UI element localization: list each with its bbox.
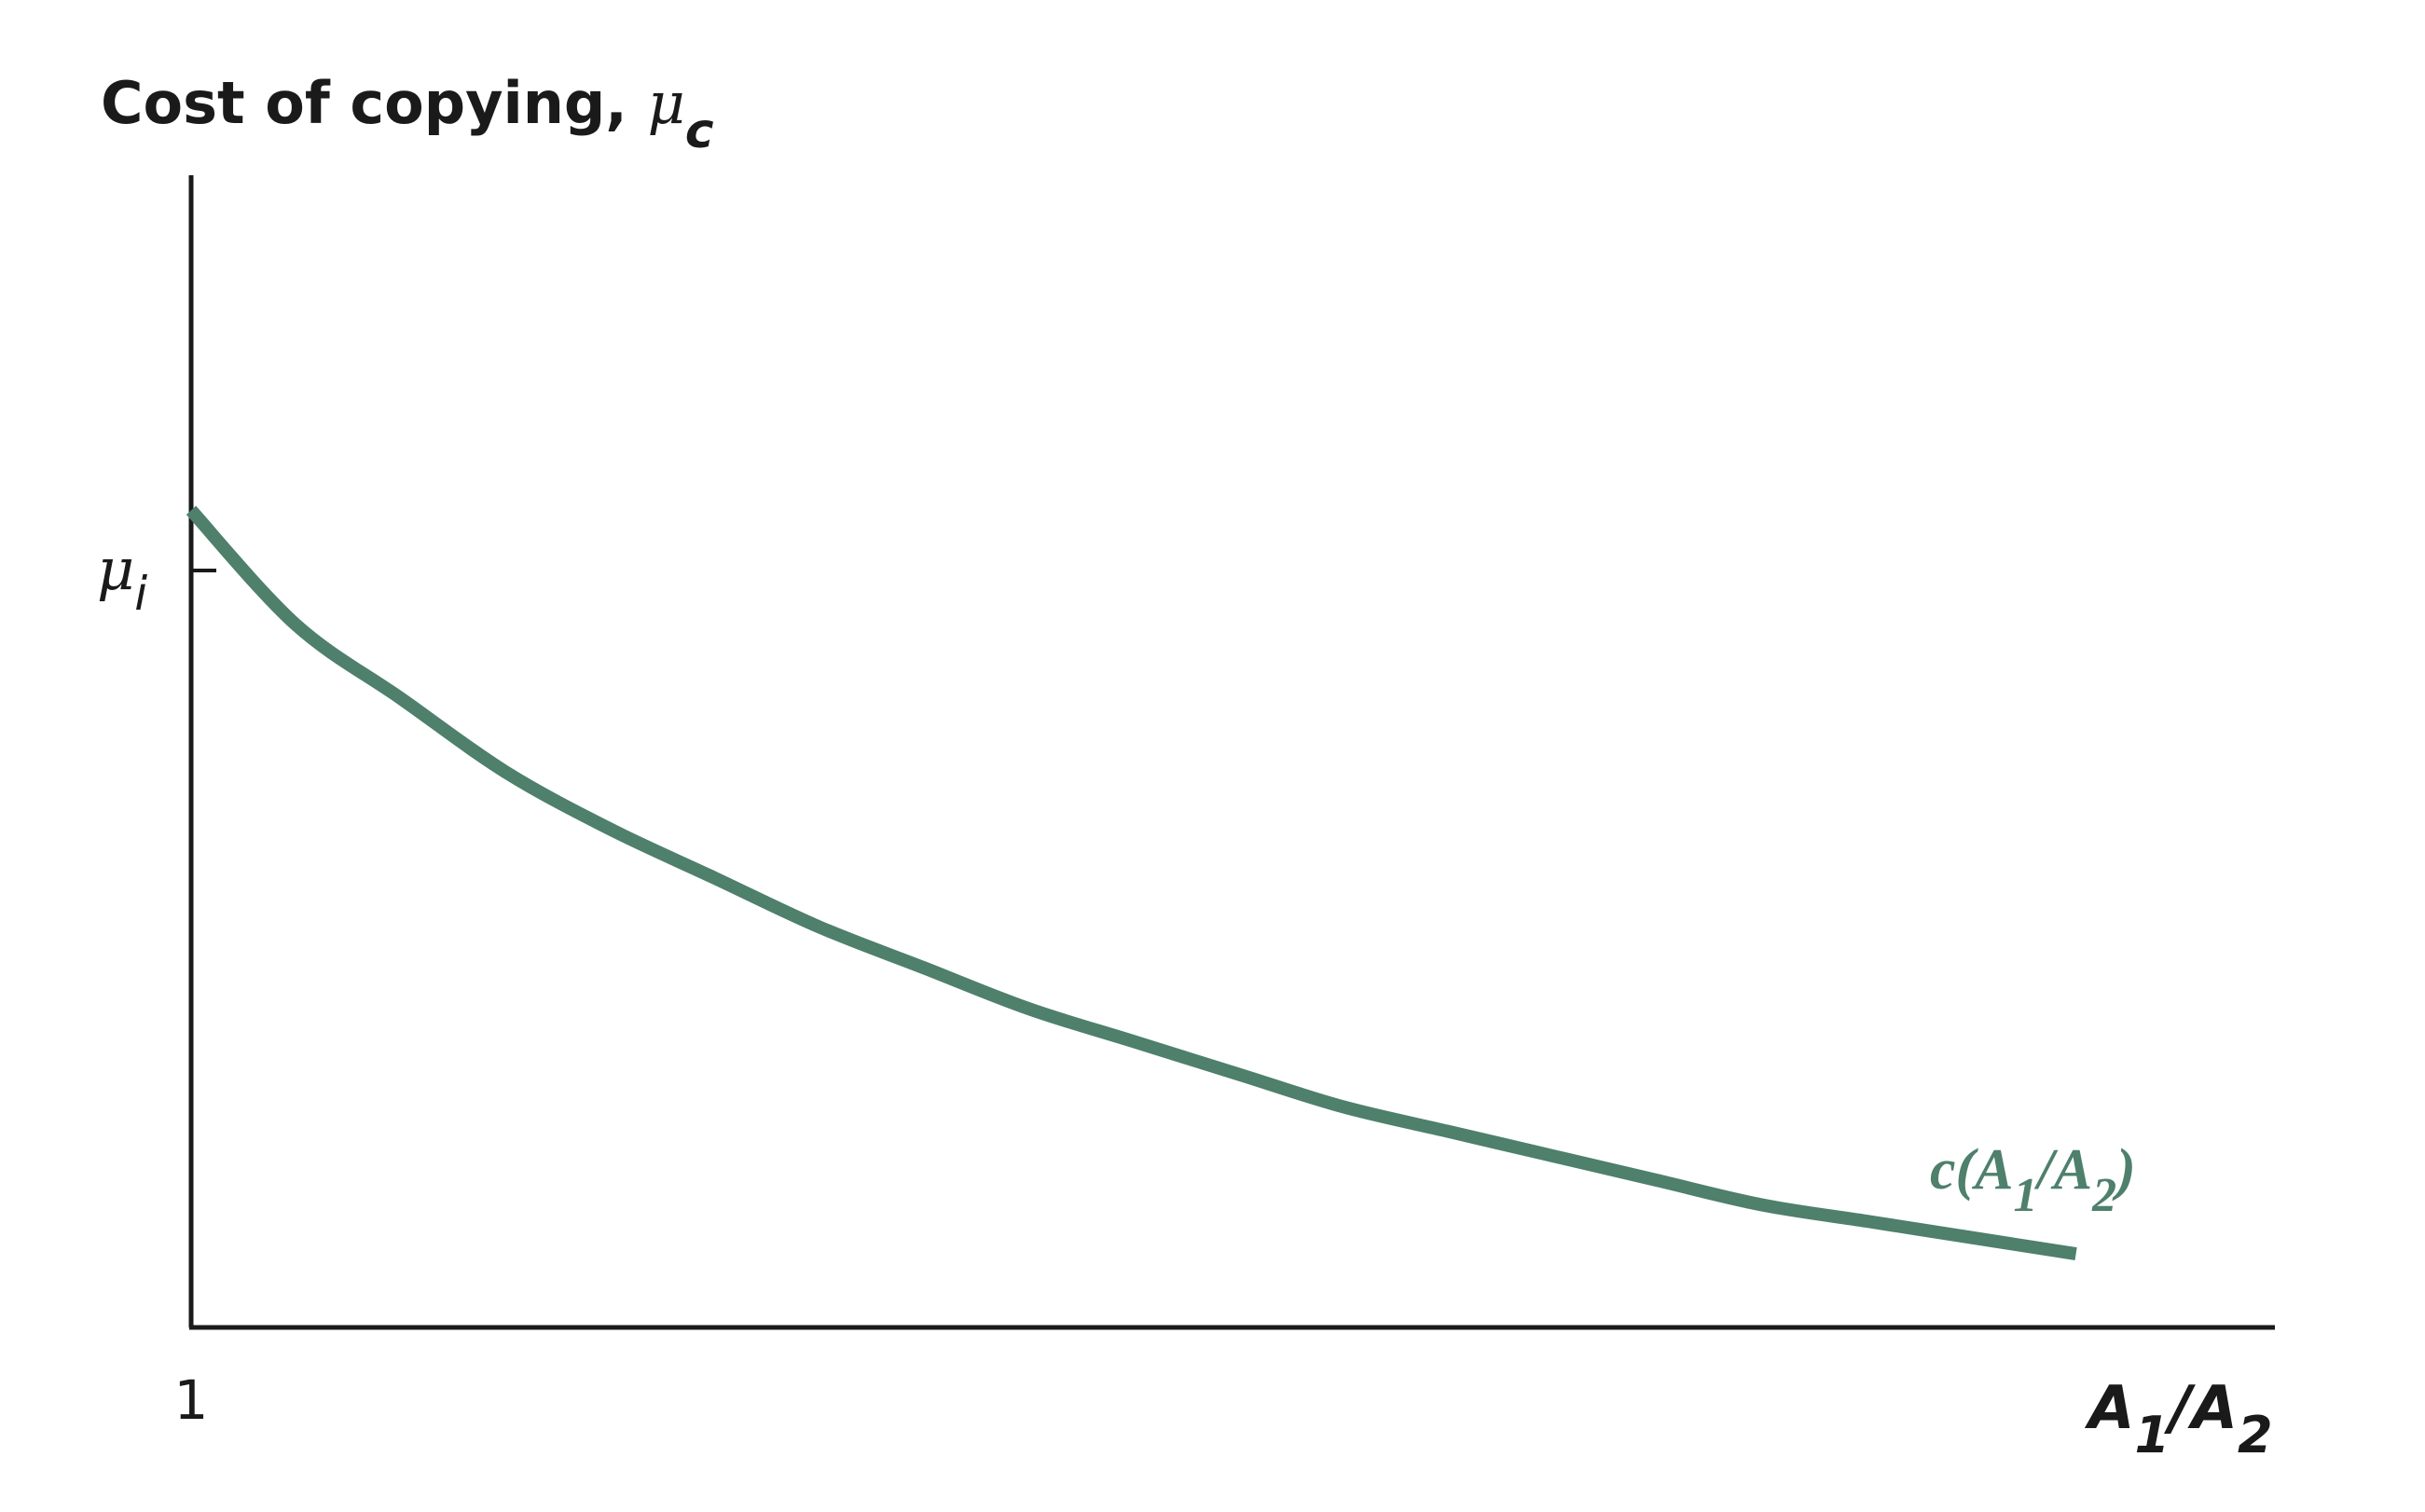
- x-axis-title: A1/A2: [2084, 1374, 2273, 1464]
- y-axis-title-text: Cost of copying,: [101, 69, 647, 137]
- x-tick-label: 1: [174, 1368, 209, 1432]
- y-axis-title-subscript: c: [685, 103, 714, 159]
- y-tick-symbol: μ: [97, 535, 134, 603]
- x-axis-title-sub2: 2: [2238, 1406, 2273, 1464]
- series-label-suffix: ): [2112, 1138, 2136, 1202]
- x-axis-title-a: A: [2084, 1374, 2135, 1443]
- series-label-sub1: 1: [2014, 1169, 2038, 1222]
- series-label: c(A1/A2): [1930, 1138, 2136, 1222]
- series-label-prefix: c(: [1930, 1138, 1979, 1202]
- series-label-b: A: [2050, 1138, 2092, 1202]
- series-label-a: A: [1971, 1138, 2013, 1202]
- y-axis-title: Cost of copying, μc: [101, 69, 714, 159]
- y-axis-title-symbol: μ: [647, 69, 684, 137]
- x-axis-title-sub1: 1: [2135, 1406, 2170, 1464]
- series-label-sub2: 2: [2091, 1169, 2116, 1222]
- x-axis-title-b: A: [2186, 1374, 2238, 1443]
- y-tick-subscript: i: [134, 567, 147, 621]
- y-tick-label: μi: [97, 535, 147, 621]
- series-line: [186, 505, 2077, 1261]
